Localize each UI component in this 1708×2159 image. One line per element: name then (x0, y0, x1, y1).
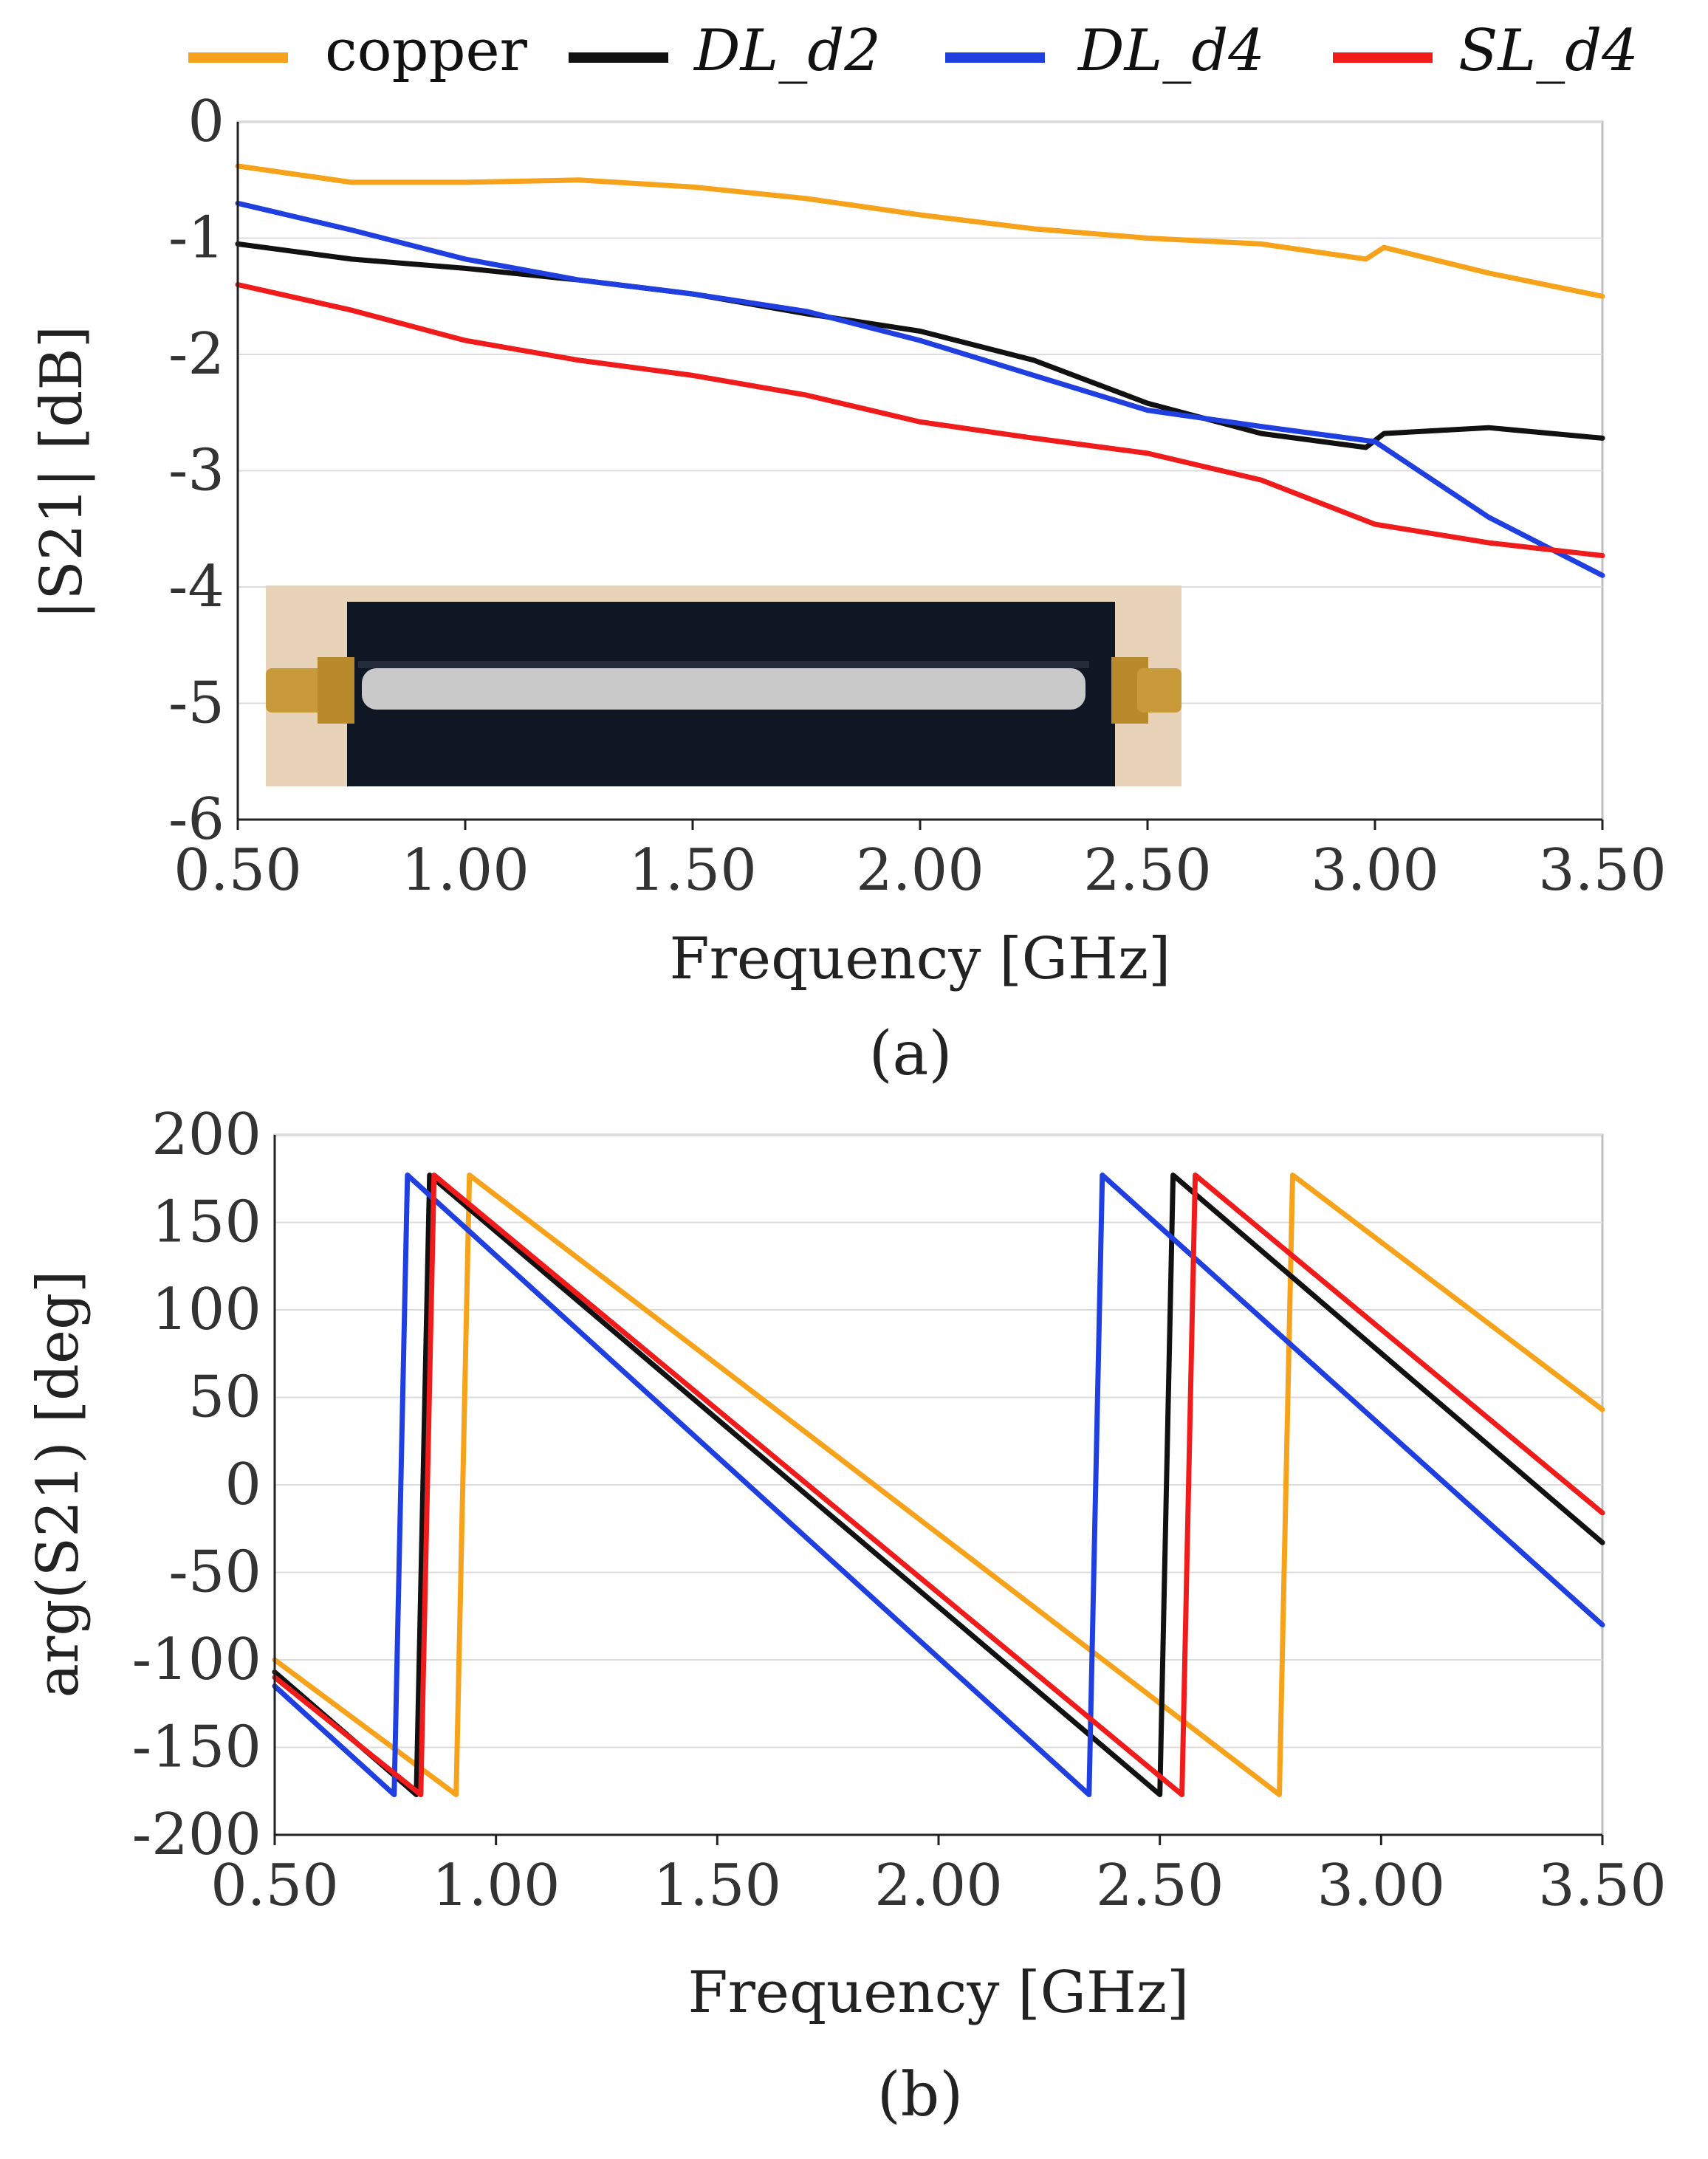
y-tick-label-a: -2 (168, 321, 224, 388)
legend: copper DL_d2 DL_d4 SL_d4 (188, 18, 1639, 84)
series-line-sl-d4-a (235, 282, 1605, 558)
x-tick-label-a: 2.00 (856, 837, 984, 904)
x-tick-label-a: 3.50 (1538, 837, 1667, 904)
y-tick-label-b: 50 (188, 1365, 261, 1431)
y-tick-label-a: -1 (168, 205, 224, 272)
series-group-b (272, 1173, 1605, 1797)
y-tick-label-a: -4 (168, 554, 224, 620)
x-tick-label-a: 2.50 (1083, 837, 1212, 904)
y-tick-label-b: -200 (132, 1802, 261, 1868)
series-line-copper-b (272, 1173, 1605, 1797)
x-tick-label-a: 0.50 (174, 837, 302, 904)
series-line-copper-a (235, 163, 1605, 299)
panel-label-a: (a) (869, 1019, 953, 1089)
y-tick-label-a: -6 (168, 786, 224, 853)
x-tick-label-b: 3.00 (1317, 1853, 1445, 1919)
panel-label-b: (b) (877, 2060, 963, 2130)
y-axis-label-a: |S21| [dB] (29, 326, 95, 619)
x-tick-label-b: 2.00 (874, 1853, 1003, 1919)
ticks-a: 0 -1 -2 -3 -4 -5 -60.50 1.00 1.50 2.00 2.50 3.00 3.5… (168, 89, 1667, 904)
y-tick-label-b: -50 (168, 1540, 261, 1606)
inset-photo (266, 586, 1181, 786)
series-group-a (235, 163, 1605, 578)
y-axis-label-b: arg(S21) [deg] (25, 1271, 92, 1698)
series-line-dl-d4-a (235, 200, 1605, 578)
x-tick-label-b: 2.50 (1096, 1853, 1224, 1919)
x-tick-label-b: 1.00 (432, 1853, 560, 1919)
x-axis-label-a: Frequency [GHz] (670, 926, 1171, 992)
y-tick-label-a: 0 (188, 89, 224, 155)
x-tick-label-a: 1.00 (401, 837, 529, 904)
legend-label-sl-d4: SL_d4 (1458, 18, 1639, 84)
gridlines-b (275, 1134, 1602, 1836)
y-tick-label-b: -100 (132, 1627, 261, 1693)
legend-label-dl-d4: DL_d4 (1077, 18, 1265, 84)
series-line-sl-d4-b (272, 1173, 1605, 1797)
x-axis-label-b: Frequency [GHz] (688, 1960, 1190, 2026)
x-tick-label-a: 1.50 (628, 837, 757, 904)
chart-panel-a: 0 -1 -2 -3 -4 -5 -60.50 1.00 1.50 2.00 2.50 3.00 3.5… (29, 89, 1667, 1089)
y-tick-label-b: 0 (224, 1452, 261, 1518)
y-tick-label-b: 100 (151, 1277, 261, 1343)
y-tick-label-a: -3 (168, 438, 224, 504)
y-tick-label-a: -5 (168, 670, 224, 737)
x-tick-label-b: 3.50 (1538, 1853, 1667, 1919)
x-tick-label-b: 0.50 (210, 1853, 339, 1919)
x-tick-label-b: 1.50 (653, 1853, 781, 1919)
y-tick-label-b: -150 (132, 1714, 261, 1781)
x-tick-label-a: 3.00 (1311, 837, 1439, 904)
series-line-dl-d4-b (272, 1173, 1605, 1797)
legend-label-copper: copper (325, 18, 528, 84)
legend-label-dl-d2: DL_d2 (693, 18, 881, 84)
y-tick-label-b: 150 (151, 1190, 261, 1256)
y-tick-label-b: 200 (151, 1102, 261, 1168)
series-line-dl-d2-a (235, 241, 1605, 450)
